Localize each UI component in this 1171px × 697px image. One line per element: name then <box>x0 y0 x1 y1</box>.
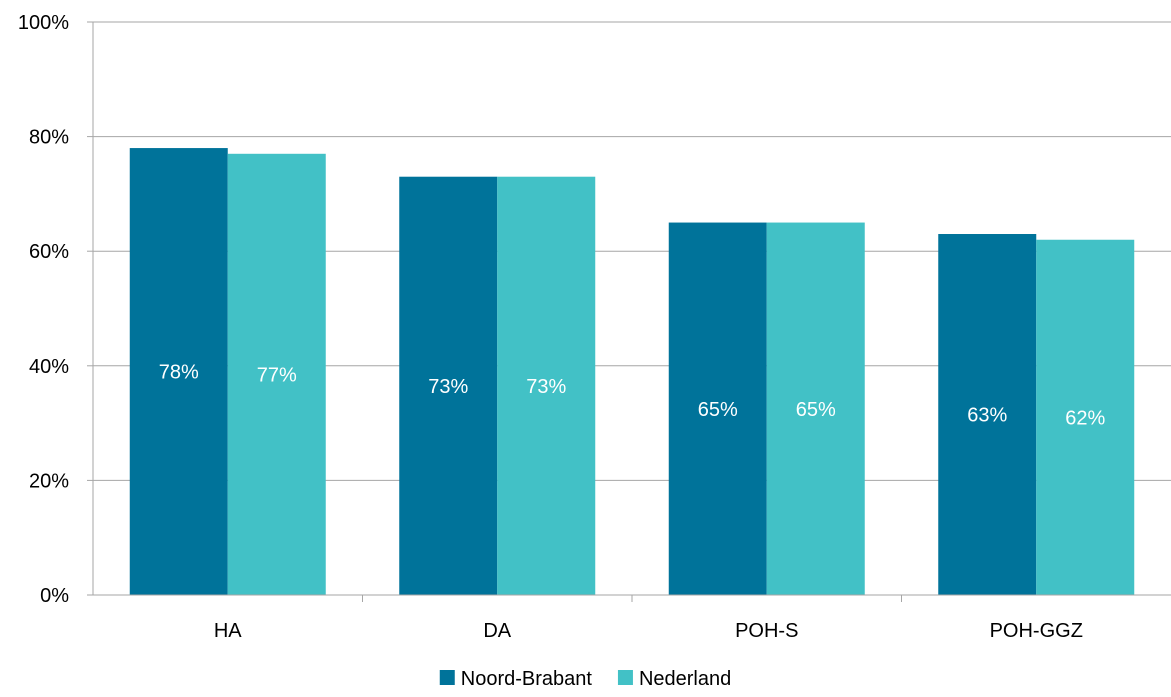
x-tick-label: POH-GGZ <box>990 620 1083 642</box>
x-tick-label: POH-S <box>735 620 798 642</box>
y-tick-label: 80% <box>29 127 69 149</box>
bar <box>766 222 865 596</box>
y-tick-label: 40% <box>29 356 69 378</box>
bar <box>497 176 596 595</box>
data-label: 65% <box>698 399 738 421</box>
data-label: 73% <box>526 376 566 398</box>
axes: 0% 20% 40% 60% 80% 100% HA DA POH-S POH-GGZ <box>18 12 1171 642</box>
data-label: 65% <box>796 399 836 421</box>
y-tick-label: 0% <box>40 585 69 607</box>
data-label: 77% <box>257 364 297 386</box>
x-tick-label: DA <box>483 620 511 642</box>
y-tick-label: 20% <box>29 470 69 492</box>
bars <box>129 148 1135 596</box>
bar <box>129 148 228 595</box>
y-tick-label: 100% <box>18 12 69 34</box>
data-label: 73% <box>428 376 468 398</box>
bar <box>227 153 326 596</box>
y-tick-label: 60% <box>29 241 69 263</box>
data-labels: 78% 77% 73% 73% 65% 65% 63% 62% <box>159 362 1106 430</box>
legend-label: Noord-Brabant <box>461 668 593 690</box>
bar <box>399 176 498 595</box>
legend-label: Nederland <box>639 668 731 690</box>
data-label: 78% <box>159 362 199 384</box>
legend-swatch <box>617 670 633 685</box>
legend-swatch <box>439 670 455 685</box>
x-tick-label: HA <box>214 620 242 642</box>
legend: Noord-Brabant Nederland <box>439 668 731 690</box>
data-label: 63% <box>967 405 1007 427</box>
bar <box>668 222 767 596</box>
bar <box>938 234 1037 595</box>
data-label: 62% <box>1065 407 1105 429</box>
bar <box>1036 239 1135 596</box>
